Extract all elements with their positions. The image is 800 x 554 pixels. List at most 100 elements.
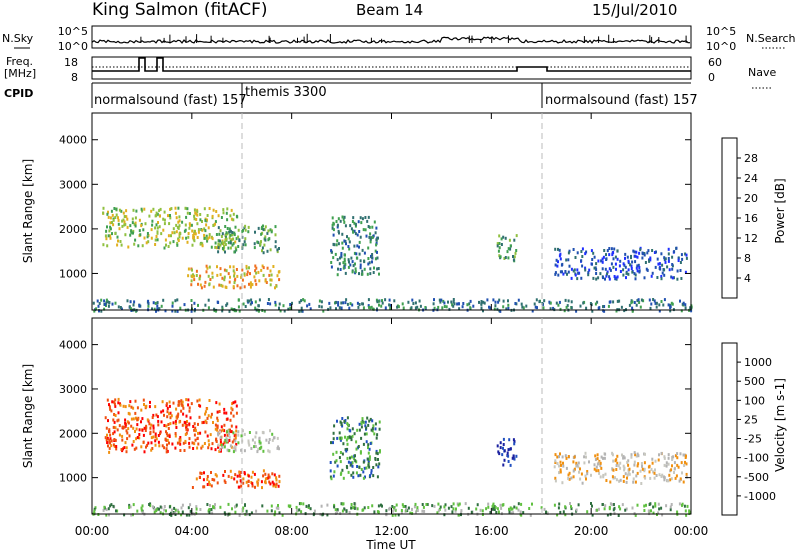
echo-cell (102, 508, 105, 512)
echo-cell (608, 300, 611, 304)
echo-cell (275, 482, 278, 486)
echo-cell (366, 457, 369, 461)
echo-cell (235, 425, 238, 429)
echo-cell (361, 248, 364, 252)
echo-cell (577, 503, 580, 507)
echo-cell (648, 298, 651, 302)
echo-cell (142, 398, 145, 402)
echo-cell (141, 244, 144, 248)
echo-cell (132, 406, 135, 410)
echo-cell (237, 433, 240, 437)
echo-cell (152, 301, 155, 305)
echo-cell (107, 304, 110, 308)
echo-cell (320, 504, 323, 508)
echo-cell (553, 465, 556, 469)
echo-cell (670, 275, 673, 279)
echo-cell (531, 309, 534, 313)
echo-cell (235, 429, 238, 433)
echo-cell (496, 242, 499, 246)
echo-cell (362, 306, 365, 310)
echo-cell (210, 447, 213, 451)
echo-cell (367, 423, 370, 427)
echo-cell (157, 440, 160, 444)
echo-cell (199, 274, 202, 278)
echo-cell (163, 505, 166, 508)
echo-cell (377, 458, 379, 461)
echo-cell (254, 230, 256, 234)
echo-cell (206, 407, 209, 411)
echo-cell (258, 440, 261, 443)
echo-cell (354, 454, 356, 458)
echo-cell (198, 475, 201, 479)
echo-cell (612, 459, 615, 463)
echo-cell (615, 267, 617, 271)
echo-cell (443, 301, 446, 305)
echo-cell (170, 234, 172, 238)
echo-cell (602, 276, 604, 280)
echo-cell (370, 428, 373, 432)
echo-cell (214, 503, 216, 507)
echo-cell (608, 267, 611, 271)
echo-cell (339, 472, 342, 476)
echo-cell (618, 264, 621, 268)
echo-cell (372, 474, 375, 478)
echo-cell (677, 257, 680, 261)
echo-cell (602, 255, 605, 259)
echo-cell (111, 400, 114, 404)
echo-cell (397, 305, 400, 309)
echo-cell (126, 431, 129, 435)
echo-cell (631, 309, 634, 313)
echo-cell (201, 421, 204, 425)
echo-cell (278, 302, 281, 306)
echo-cell (130, 230, 133, 234)
echo-cell (619, 270, 622, 273)
echo-cell (166, 434, 169, 438)
echo-cell (141, 504, 144, 508)
echo-cell (183, 303, 186, 307)
echo-cell (167, 234, 170, 238)
echo-cell (658, 473, 661, 477)
echo-cell (134, 216, 137, 220)
echo-cell (635, 250, 638, 254)
echo-cell (346, 427, 349, 431)
echo-cell (679, 299, 681, 303)
echo-cell (562, 464, 565, 468)
echo-cell (568, 264, 571, 268)
echo-cell (359, 216, 362, 220)
echo-cell (611, 253, 614, 257)
echo-cell (197, 422, 199, 426)
echo-cell (219, 448, 222, 452)
echo-cell (247, 439, 250, 443)
echo-cell (502, 437, 505, 441)
echo-cell (112, 218, 115, 222)
echo-cell (376, 267, 379, 271)
echo-cell (450, 505, 453, 509)
echo-cell (321, 513, 324, 517)
echo-cell (596, 457, 599, 461)
echo-cell (619, 461, 622, 465)
echo-cell (371, 253, 374, 256)
echo-cell (369, 474, 372, 478)
echo-cell (455, 507, 457, 511)
echo-cell (335, 300, 337, 304)
echo-cell (119, 306, 122, 309)
echo-cell (654, 301, 657, 305)
echo-cell (189, 503, 192, 507)
echo-cell (138, 229, 141, 233)
echo-cell (269, 278, 272, 282)
echo-cell (344, 240, 347, 243)
echo-cell (635, 266, 638, 270)
echo-cell (201, 444, 204, 448)
echo-cell (156, 304, 159, 308)
echo-cell (169, 207, 172, 211)
echo-cell (93, 507, 96, 511)
echo-cell (229, 241, 232, 245)
echo-cell (155, 309, 157, 313)
echo-cell (162, 228, 165, 232)
echo-cell (650, 467, 653, 471)
echo-cell (291, 301, 293, 305)
echo-cell (595, 469, 598, 473)
echo-cell (151, 219, 154, 223)
echo-cell (231, 440, 234, 444)
